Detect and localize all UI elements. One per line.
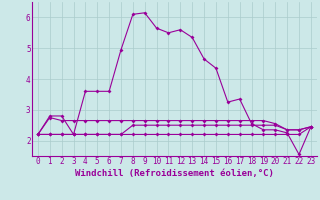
X-axis label: Windchill (Refroidissement éolien,°C): Windchill (Refroidissement éolien,°C) (75, 169, 274, 178)
